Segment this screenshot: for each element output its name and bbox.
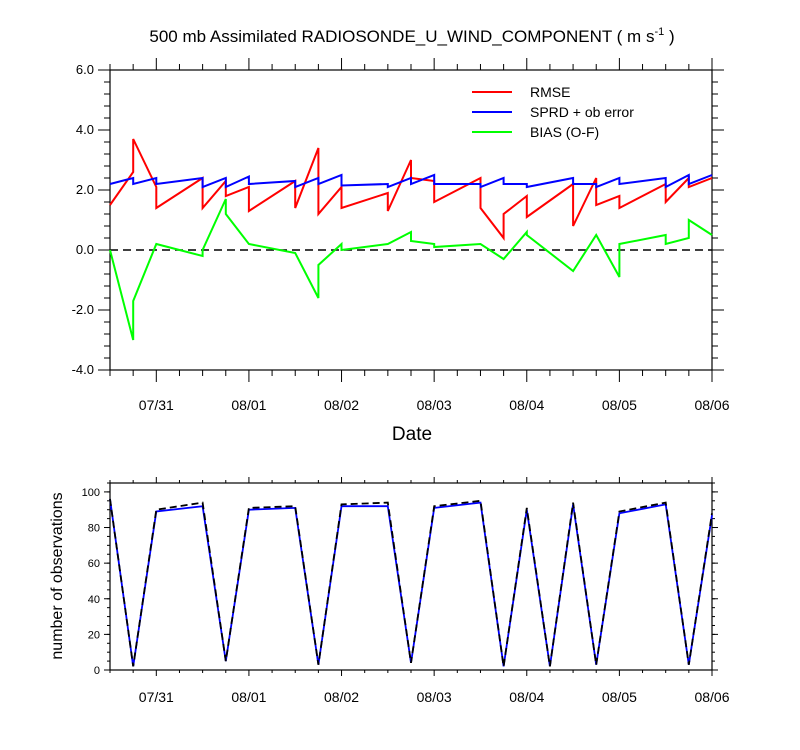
series-line-observations-total — [109, 498, 713, 667]
x-tick-label: 08/04 — [509, 689, 544, 705]
x-tick-label: 08/03 — [417, 397, 452, 413]
y-tick-label: 40 — [88, 594, 100, 606]
x-tick-label: 08/04 — [509, 397, 544, 413]
y-axis-label: number of observations — [49, 492, 66, 659]
legend-entry: SPRD + ob error — [530, 104, 634, 120]
chart-title-main: 500 mb Assimilated RADIOSONDE_U_WIND_COM… — [149, 27, 654, 46]
y-tick-label: 60 — [88, 558, 100, 570]
x-axis-label: Date — [392, 424, 432, 445]
series-line-rmse — [109, 138, 713, 241]
x-tick-label: 08/02 — [324, 689, 359, 705]
chart-title: 500 mb Assimilated RADIOSONDE_U_WIND_COM… — [149, 26, 674, 46]
x-tick-label: 08/05 — [602, 689, 637, 705]
legend-entry: RMSE — [530, 84, 570, 100]
y-tick-label: -4.0 — [72, 362, 94, 377]
chart-title-superscript: -1 — [654, 26, 664, 38]
x-tick-label: 08/06 — [694, 689, 729, 705]
x-tick-label: 08/06 — [694, 397, 729, 413]
x-tick-label: 07/31 — [139, 397, 174, 413]
x-tick-label: 08/03 — [417, 689, 452, 705]
y-tick-label: 2.0 — [76, 182, 94, 197]
observation-count-chart: 0 20 40 60 80 100 07/31 08/01 08/02 08/03 08/04 08/… — [49, 477, 730, 705]
x-tick-label: 08/01 — [231, 397, 266, 413]
y-tick-label: 6.0 — [76, 62, 94, 77]
series-line-bias-o-f — [109, 198, 713, 341]
x-tick-label: 08/05 — [602, 397, 637, 413]
series-line-observations-assimilated — [109, 498, 713, 667]
x-tick-label: 07/31 — [139, 689, 174, 705]
y-tick-label: 100 — [82, 487, 100, 499]
x-tick-label: 08/01 — [231, 689, 266, 705]
y-tick-label: -2.0 — [72, 302, 94, 317]
legend: RMSE SPRD + ob error BIAS (O-F) — [472, 84, 634, 140]
x-tick-label: 08/02 — [324, 397, 359, 413]
y-tick-label: 0 — [94, 665, 100, 677]
y-tick-label: 0.0 — [76, 242, 94, 257]
y-tick-label: 80 — [88, 523, 100, 535]
y-tick-label: 20 — [88, 629, 100, 641]
chart-title-end: ) — [664, 27, 674, 46]
y-tick-label: 4.0 — [76, 122, 94, 137]
series-line-sprd-ob-error — [109, 173, 713, 189]
rmse-spread-bias-chart: 500 mb Assimilated RADIOSONDE_U_WIND_COM… — [72, 26, 730, 445]
legend-entry: BIAS (O-F) — [530, 124, 599, 140]
